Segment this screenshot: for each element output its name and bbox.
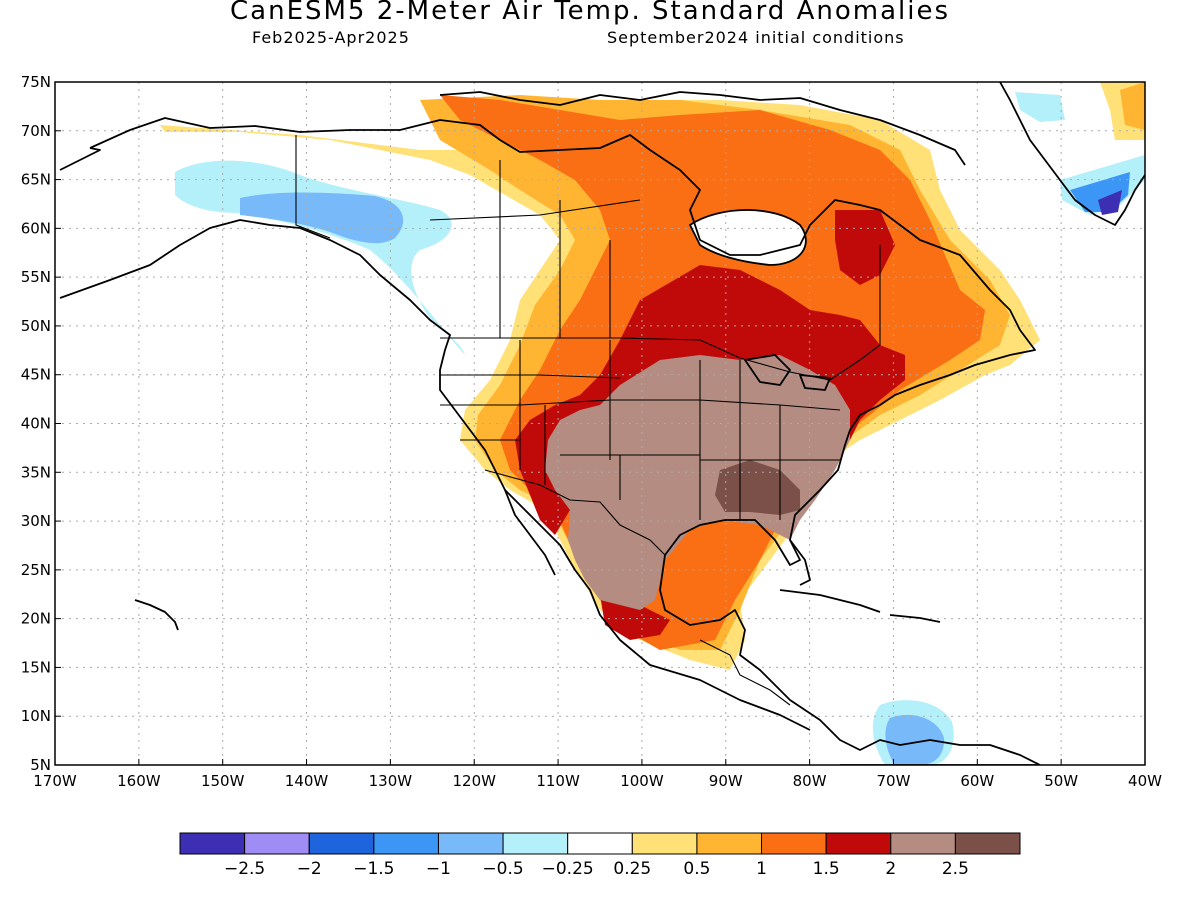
- cool-region-alaska-light: [175, 160, 465, 355]
- warm-region-greenland-east-orange: [1120, 82, 1145, 130]
- lon-tick-label: 70W: [877, 772, 911, 790]
- colorbar-swatch: [437, 832, 504, 855]
- coastline-arctic-islands: [439, 91, 966, 166]
- cool-region-greenland-light: [1015, 92, 1065, 122]
- lat-tick-label: 65N: [21, 171, 51, 189]
- colorbar-label: −0.5: [482, 859, 523, 879]
- coastline-alaska-north: [59, 147, 101, 171]
- colorbar-swatch: [373, 832, 439, 855]
- warm-region-extreme: [545, 355, 850, 610]
- lon-tick-label: 90W: [709, 772, 743, 790]
- colorbar-swatch: [244, 832, 310, 855]
- colorbar-label: −2.5: [224, 859, 265, 879]
- lon-tick-label: 150W: [201, 772, 245, 790]
- lat-tick-label: 25N: [21, 561, 51, 579]
- longitude-axis: 170W 160W 150W 140W 130W 120W 110W 100W 90W 80W 70…: [33, 759, 1162, 790]
- colorbar-label: 0.25: [613, 859, 651, 879]
- lon-tick-label: 120W: [452, 772, 496, 790]
- colorbar-swatch: [890, 832, 956, 855]
- colorbar-label: −1.5: [353, 859, 394, 879]
- colorbar-label: 0.5: [683, 859, 710, 879]
- colorbar-swatch: [502, 832, 569, 855]
- lat-tick-label: 60N: [21, 219, 51, 237]
- colorbar-swatch: [825, 832, 892, 855]
- lon-tick-label: 130W: [369, 772, 413, 790]
- cool-region-greenland-south-strong: [1098, 190, 1122, 215]
- lat-tick-label: 75N: [21, 73, 51, 91]
- colorbar-label: −0.25: [542, 859, 594, 879]
- cool-region-south-america-mid: [885, 714, 945, 765]
- coastline-florida: [789, 539, 811, 586]
- colorbar-label: 1.5: [813, 859, 840, 879]
- border-us-mexico: [484, 469, 666, 556]
- coastline-baja: [504, 489, 556, 576]
- coastline-hawaii: [134, 599, 179, 631]
- colorbar-label: 1: [756, 859, 767, 879]
- colorbar-swatch: [631, 832, 698, 855]
- colorbar-swatch: [761, 832, 827, 855]
- lat-tick-label: 55N: [21, 268, 51, 286]
- lon-tick-label: 50W: [1044, 772, 1078, 790]
- coastline-hudson-bay: [689, 209, 807, 266]
- coastline-pacific: [59, 219, 1040, 765]
- coastline-cuba: [779, 589, 881, 613]
- lat-tick-label: 20N: [21, 610, 51, 628]
- lon-tick-label: 80W: [793, 772, 827, 790]
- lat-tick-label: 5N: [30, 756, 51, 774]
- forecast-period: Feb2025-Apr2025: [252, 28, 410, 47]
- initial-conditions: September2024 initial conditions: [607, 28, 905, 47]
- lon-tick-label: 40W: [1128, 772, 1162, 790]
- warm-region-extreme-peak: [715, 460, 800, 515]
- lon-tick-label: 140W: [285, 772, 329, 790]
- latitude-axis: 75N 70N 65N 60N 55N 50N 45N 40N 35N 30N 25N 20N 15N 1…: [21, 73, 61, 774]
- lon-tick-label: 100W: [620, 772, 664, 790]
- coastline-greenland: [999, 82, 1145, 226]
- lat-tick-label: 50N: [21, 317, 51, 335]
- border-us-states: [440, 340, 841, 520]
- lat-tick-label: 10N: [21, 707, 51, 725]
- map-title: CanESM5 2-Meter Air Temp. Standard Anoma…: [230, 0, 950, 26]
- colorbar-swatch: [179, 832, 246, 855]
- colorbar-label: −2: [297, 859, 322, 879]
- lat-tick-label: 45N: [21, 366, 51, 384]
- colorbar-label: −1: [426, 859, 451, 879]
- lon-tick-label: 60W: [960, 772, 994, 790]
- coastline-hispaniola: [889, 614, 941, 623]
- colorbar-swatch: [696, 832, 763, 855]
- colorbar-swatch: [954, 832, 1021, 855]
- lat-tick-label: 35N: [21, 463, 51, 481]
- coastlines: [59, 82, 1145, 765]
- political-borders: [295, 135, 881, 706]
- lat-tick-label: 70N: [21, 122, 51, 140]
- warm-region-very-high-mexico: [600, 595, 670, 640]
- coastline-north-america: [89, 117, 1041, 765]
- border-alaska-canada: [295, 135, 331, 239]
- border-canada-provinces: [429, 160, 881, 345]
- lat-tick-label: 30N: [21, 512, 51, 530]
- colorbar-label: 2: [885, 859, 896, 879]
- lat-tick-label: 15N: [21, 658, 51, 676]
- anomaly-field: [160, 82, 1145, 765]
- lon-tick-label: 110W: [536, 772, 580, 790]
- border-mexico-central-america: [699, 639, 791, 706]
- lon-tick-label: 170W: [33, 772, 77, 790]
- border-us-canada: [440, 337, 881, 381]
- colorbar: −2.5 −2 −1.5 −1 −0.5 −0.25 0.25 0.5 1 1.5 2 2.5: [179, 832, 1021, 879]
- colorbar-label: 2.5: [942, 859, 969, 879]
- colorbar-swatch: [567, 832, 633, 855]
- lat-lon-grid: [55, 82, 1145, 765]
- lon-tick-label: 160W: [117, 772, 161, 790]
- lat-tick-label: 40N: [21, 415, 51, 433]
- coastline-great-lakes: [744, 354, 831, 391]
- cool-region-alaska-mid: [240, 192, 404, 244]
- colorbar-swatch: [308, 832, 375, 855]
